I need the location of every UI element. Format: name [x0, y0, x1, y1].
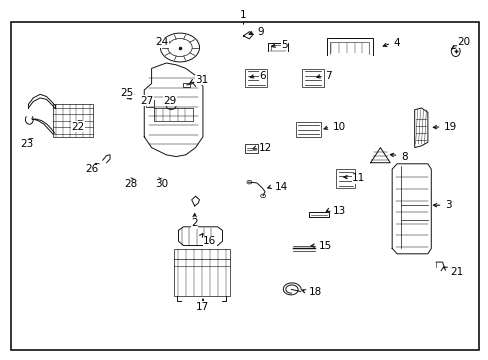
Text: 26: 26 [85, 164, 99, 174]
Text: 19: 19 [443, 122, 456, 132]
Text: 21: 21 [449, 267, 462, 277]
Text: 1: 1 [240, 10, 246, 20]
Text: 28: 28 [124, 179, 138, 189]
Text: 6: 6 [259, 71, 265, 81]
Bar [245, 69, 266, 87]
Text: 29: 29 [163, 96, 177, 106]
Text: 15: 15 [318, 240, 331, 251]
Text: 31: 31 [195, 75, 208, 85]
Text: 9: 9 [257, 27, 264, 37]
Bar [183, 83, 190, 87]
Bar [173, 249, 229, 296]
Text: 11: 11 [351, 173, 365, 183]
Text: 3: 3 [444, 200, 451, 210]
Text: 27: 27 [140, 96, 153, 106]
Text: 12: 12 [259, 143, 272, 153]
Text: 20: 20 [456, 37, 469, 48]
Text: 22: 22 [71, 122, 85, 132]
Bar [336, 169, 354, 188]
Text: 30: 30 [155, 179, 167, 189]
Text: 25: 25 [120, 88, 134, 98]
Bar [302, 69, 323, 87]
Text: 10: 10 [332, 122, 345, 132]
Bar [245, 144, 257, 153]
Text: 17: 17 [196, 302, 209, 312]
Bar [53, 104, 93, 137]
Text: 4: 4 [393, 38, 400, 48]
Bar [145, 100, 153, 107]
Text: 16: 16 [203, 236, 216, 246]
Text: 13: 13 [332, 206, 345, 216]
Text: 14: 14 [274, 182, 287, 192]
Text: 24: 24 [155, 37, 168, 48]
Text: 18: 18 [308, 287, 322, 297]
Text: 2: 2 [191, 218, 198, 228]
Text: 5: 5 [281, 40, 287, 50]
Text: 7: 7 [325, 71, 331, 81]
Bar [295, 122, 321, 137]
Text: 23: 23 [20, 139, 34, 149]
Text: 8: 8 [400, 152, 407, 162]
